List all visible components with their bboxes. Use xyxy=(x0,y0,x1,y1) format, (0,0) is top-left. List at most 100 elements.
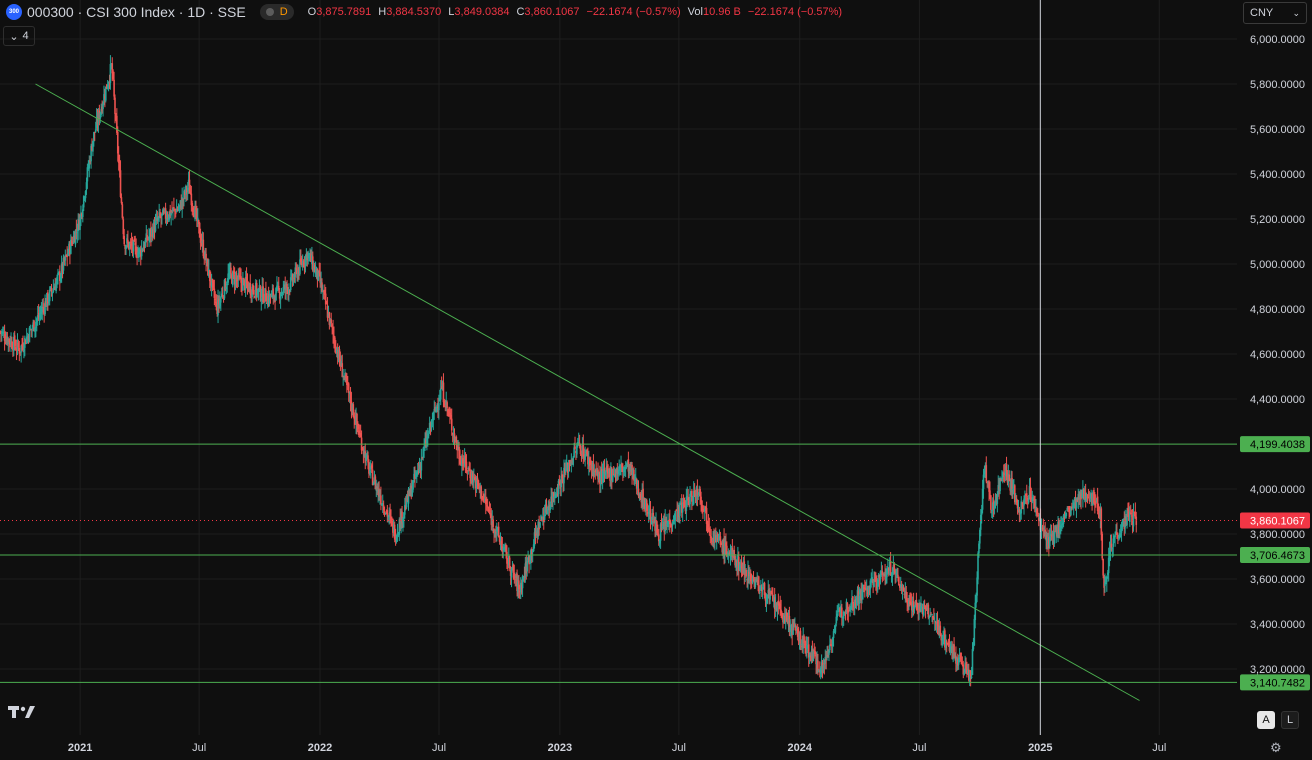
candle-body xyxy=(775,603,778,612)
candle-body xyxy=(220,293,223,298)
candle-body xyxy=(951,646,954,659)
candle-body xyxy=(453,433,456,442)
candle-body xyxy=(686,496,689,499)
candle-body xyxy=(361,448,364,450)
tradingview-logo-icon[interactable] xyxy=(8,704,38,725)
candle-body xyxy=(101,106,103,112)
candle-body xyxy=(594,470,597,473)
candle-body xyxy=(406,494,409,502)
candle-body xyxy=(52,288,55,292)
candle-body xyxy=(312,265,315,272)
candle-body xyxy=(1037,515,1039,517)
candle-body xyxy=(281,292,284,294)
candle-body xyxy=(381,503,384,506)
candle-body xyxy=(280,292,283,294)
candle-body xyxy=(856,589,859,599)
candle-body xyxy=(839,608,841,617)
candle-body xyxy=(507,556,510,566)
candle-body xyxy=(467,467,470,470)
candle-body xyxy=(338,349,341,361)
candle-body xyxy=(995,501,998,503)
candle-body xyxy=(442,382,445,403)
candle-body xyxy=(876,582,878,589)
auto-scale-button[interactable]: A xyxy=(1257,711,1275,729)
candle-body xyxy=(893,564,896,571)
candle-body xyxy=(469,472,471,479)
candle-body xyxy=(1002,473,1004,478)
candle-body xyxy=(133,238,136,242)
candle-body xyxy=(300,258,302,262)
candle-body xyxy=(127,239,129,243)
candle-body xyxy=(262,286,264,302)
candle-body xyxy=(812,650,815,662)
candle-body xyxy=(17,342,20,348)
candle-body xyxy=(550,496,552,503)
candle-body xyxy=(413,473,415,480)
candle-body xyxy=(117,154,120,163)
candle-body xyxy=(956,658,959,666)
candle-body xyxy=(478,487,481,489)
candle-body xyxy=(2,332,5,334)
candle-body xyxy=(699,488,701,497)
candle-body xyxy=(932,615,934,619)
candle-body xyxy=(313,265,316,273)
candle-body xyxy=(634,476,637,481)
candle-body xyxy=(111,63,114,74)
candle-body xyxy=(335,349,338,353)
currency-select[interactable]: CNY ⌄ xyxy=(1243,2,1307,24)
indicators-legend-toggle[interactable]: ⌄ 4 xyxy=(3,26,35,46)
data-status-badge[interactable]: D xyxy=(259,4,294,20)
symbol-logo-icon[interactable]: 300 xyxy=(6,4,22,20)
candle-body xyxy=(177,208,180,210)
candle-body xyxy=(697,495,700,497)
candle-body xyxy=(498,536,501,542)
candle-body xyxy=(922,607,924,615)
candle-body xyxy=(961,662,964,665)
candle-body xyxy=(1045,534,1047,541)
gear-icon[interactable]: ⚙ xyxy=(1270,740,1282,755)
candle-body xyxy=(580,453,583,456)
candle-body xyxy=(412,480,414,490)
candle-body xyxy=(439,388,442,400)
candle-body xyxy=(1067,506,1069,508)
candle-body xyxy=(607,469,609,474)
candle-body xyxy=(170,212,172,216)
candle-body xyxy=(475,478,478,488)
candle-body xyxy=(959,654,962,660)
candle-body xyxy=(801,645,804,648)
candle-body xyxy=(1062,515,1065,524)
candle-body xyxy=(505,545,507,551)
candle-body xyxy=(804,644,806,646)
candle-body xyxy=(984,465,987,470)
candle-body xyxy=(82,196,85,208)
candle-body xyxy=(805,644,807,649)
candle-body xyxy=(38,314,41,316)
candle-body xyxy=(911,600,914,612)
candle-body xyxy=(35,321,37,329)
candle-body xyxy=(674,510,677,521)
candle-body xyxy=(486,505,489,508)
candle-body xyxy=(291,276,294,282)
symbol-title[interactable]: 000300 · CSI 300 Index · 1D · SSE xyxy=(27,4,246,20)
candle-body xyxy=(373,477,376,482)
candle-body xyxy=(1023,498,1025,506)
candle-body xyxy=(977,553,979,580)
candle-body xyxy=(538,523,540,530)
log-scale-button[interactable]: L xyxy=(1281,711,1299,729)
candle-body xyxy=(611,468,613,481)
candle-body xyxy=(96,118,99,125)
candle-body xyxy=(1025,493,1028,497)
candle-body xyxy=(840,605,842,618)
candle-body xyxy=(979,514,982,530)
candle-body xyxy=(438,402,440,411)
candle-body xyxy=(277,285,279,288)
candle-body xyxy=(1025,493,1027,496)
candle-body xyxy=(386,510,389,517)
candle-body xyxy=(1131,515,1134,525)
candle-body xyxy=(1056,526,1058,537)
candle-body xyxy=(229,268,231,274)
candle-body xyxy=(799,630,802,644)
candle-body xyxy=(37,313,40,317)
